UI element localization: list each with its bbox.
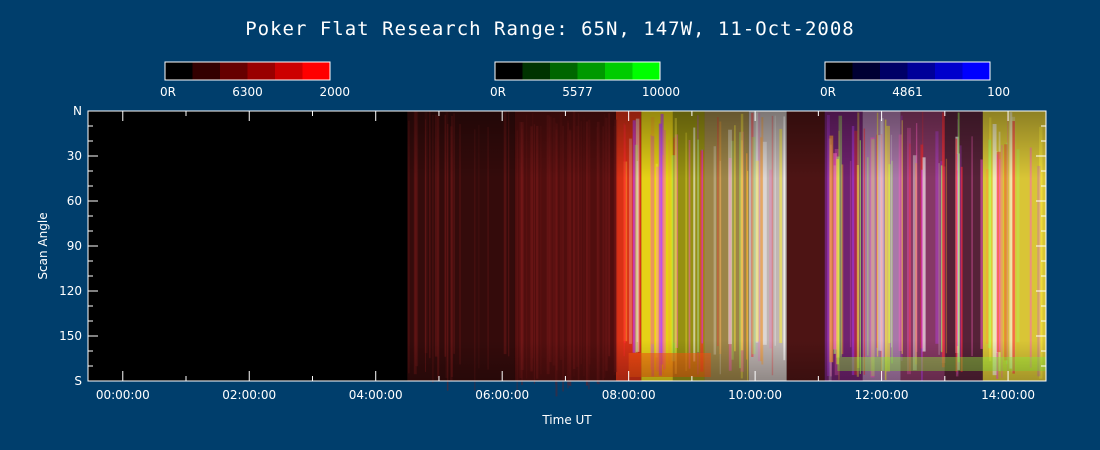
- y-axis-label: Scan Angle: [36, 212, 50, 279]
- colorbar-wavelength-label: 5577: [562, 85, 593, 99]
- colorbar-min-label: 0R: [160, 85, 176, 99]
- heatmap-shading: [88, 111, 1046, 381]
- x-tick-label: 06:00:00: [475, 388, 529, 402]
- x-tick-label: 04:00:00: [349, 388, 403, 402]
- y-tick-label: 90: [67, 239, 82, 253]
- colorbar-min-label: 0R: [820, 85, 836, 99]
- x-tick-label: 02:00:00: [222, 388, 276, 402]
- colorbar-wavelength-label: 6300: [232, 85, 263, 99]
- colorbar-max-label: 100: [987, 85, 1010, 99]
- x-tick-label: 12:00:00: [855, 388, 909, 402]
- x-axis-label: Time UT: [541, 413, 592, 427]
- y-tick-label: 60: [67, 194, 82, 208]
- y-tick-label: N: [73, 104, 82, 118]
- colorbar-swatch: [825, 62, 853, 80]
- colorbar-swatch: [880, 62, 908, 80]
- colorbar-swatch: [247, 62, 276, 80]
- y-tick-label: 30: [67, 149, 82, 163]
- colorbar-swatch: [550, 62, 578, 80]
- colorbar-frame: [164, 61, 331, 81]
- colorbar-swatch: [632, 62, 661, 80]
- colorbar-swatch: [192, 62, 221, 80]
- x-tick-label: 00:00:00: [96, 388, 150, 402]
- colorbar-swatch: [907, 62, 936, 80]
- colorbar-swatch: [962, 62, 991, 80]
- colorbar-frame: [494, 61, 661, 81]
- x-tick-label: 14:00:00: [981, 388, 1035, 402]
- colorbar-5577: 0R 5577 10000: [490, 61, 680, 99]
- x-tick-label: 10:00:00: [728, 388, 782, 402]
- y-tick-label: 150: [59, 329, 82, 343]
- chart-title: Poker Flat Research Range: 65N, 147W, 11…: [245, 18, 855, 40]
- colorbar-swatch: [165, 62, 193, 80]
- colorbar-swatch: [605, 62, 633, 80]
- colorbar-group: 0R 6300 2000 0R 5577 10000 0R 4861 100: [160, 61, 1010, 99]
- colorbar-min-label: 0R: [490, 85, 506, 99]
- y-tick-label: S: [74, 374, 82, 388]
- y-tick-label: 120: [59, 284, 82, 298]
- colorbar-wavelength-label: 4861: [892, 85, 923, 99]
- colorbar-swatch: [577, 62, 606, 80]
- colorbar-max-label: 10000: [642, 85, 680, 99]
- colorbar-6300: 0R 6300 2000: [160, 61, 350, 99]
- colorbar-swatch: [852, 62, 881, 80]
- colorbar-swatch: [522, 62, 551, 80]
- colorbar-4861: 0R 4861 100: [820, 61, 1010, 99]
- colorbar-swatch: [220, 62, 248, 80]
- colorbar-frame: [824, 61, 991, 81]
- colorbar-swatch: [935, 62, 963, 80]
- heatmap-area: [88, 111, 1046, 398]
- colorbar-swatch: [275, 62, 303, 80]
- colorbar-swatch: [302, 62, 331, 80]
- plot-axes: 00:00:00 02:00:00 04:00:00 06:00:00 08:00:00…: [59, 104, 1047, 402]
- colorbar-swatch: [495, 62, 523, 80]
- x-tick-label: 08:00:00: [602, 388, 656, 402]
- colorbar-max-label: 2000: [319, 85, 350, 99]
